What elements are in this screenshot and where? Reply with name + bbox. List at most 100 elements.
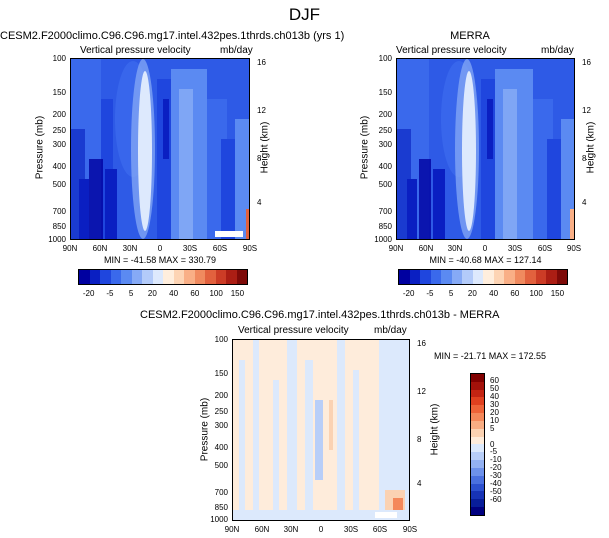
panel3-colorbar-swatch: [471, 467, 484, 476]
panel2-height-tick: 4: [582, 198, 587, 207]
panel1-height-tick: 4: [257, 198, 262, 207]
panel3-colorbar-label: -60: [490, 495, 502, 505]
panel2-colorbar-swatch: [441, 270, 452, 284]
panel1-title: CESM2.F2000climo.C96.C96.mg17.intel.432p…: [0, 30, 345, 42]
panel3-xtick: 30S: [343, 525, 359, 534]
panel2-height-tick: 12: [582, 106, 591, 115]
panel1-stats: MIN = -41.58 MAX = 330.79: [103, 255, 217, 265]
panel3-ytick: 700: [214, 488, 228, 497]
panel3-ytick: 850: [214, 503, 228, 512]
panel2-ytick: 1000: [374, 235, 392, 244]
panel1-ytick: 200: [52, 110, 66, 119]
panel1-colorbar-swatch: [142, 270, 153, 284]
panel3-colorbar-label: -40: [490, 479, 502, 489]
panel1-subtitle-left: Vertical pressure velocity: [80, 45, 191, 56]
panel1-colorbar-swatch: [131, 270, 142, 284]
panel2-colorbar-swatch: [472, 270, 483, 284]
panel3-ytick: 150: [214, 369, 228, 378]
panel1-colorbar-label: 20: [147, 289, 157, 298]
panel3-colorbar-label: 0: [490, 439, 495, 449]
panel1-ytick: 1000: [48, 235, 66, 244]
panel2-ylabel-right: Height (km): [585, 121, 597, 174]
panel2-ytick: 200: [378, 110, 392, 119]
panel3-ytick: 500: [214, 461, 228, 470]
panel2-colorbar-swatch: [556, 270, 567, 284]
panel3-height-tick: 8: [417, 435, 422, 444]
panel2-ytick: 700: [378, 207, 392, 216]
panel2-ytick: 500: [378, 180, 392, 189]
panel2-colorbar-label: 150: [550, 289, 565, 298]
panel3-colorbar-label: 20: [490, 407, 499, 417]
panel3-ylabel-right: Height (km): [429, 403, 441, 456]
panel1-height-tick: 12: [257, 106, 266, 115]
panel3-colorbar-label: 5: [490, 423, 495, 433]
panel3-ytick: 200: [214, 391, 228, 400]
panel3-colorbar-label: -30: [490, 471, 502, 481]
panel1-ytick: 300: [52, 140, 66, 149]
panel3-subtitle-left: Vertical pressure velocity: [238, 325, 349, 336]
panel3-height-tick: 4: [417, 479, 422, 488]
panel3-xtick: 90N: [224, 525, 240, 534]
panel3-colorbar-label: 40: [490, 391, 499, 401]
panel3-colorbar-label: 50: [490, 383, 499, 393]
panel3-colorbar-label: -10: [490, 455, 502, 465]
panel1-colorbar-labels: -20 -5 5 20 40 60 100 150: [78, 289, 248, 301]
panel1-colorbar-label: 60: [190, 289, 200, 298]
panel1-colorbar-label: 100: [209, 289, 223, 298]
panel2-colorbar-swatch: [462, 270, 473, 284]
panel2-colorbar: [398, 269, 568, 285]
panel1-ytick: 100: [52, 54, 66, 63]
panel2-ytick: 300: [378, 140, 392, 149]
panel3-colorbar-swatch: [471, 397, 484, 406]
panel3-colorbar-swatch: [471, 428, 484, 437]
panel3-colorbar-swatch: [471, 374, 484, 382]
panel1-colorbar-label: 40: [169, 289, 179, 298]
panel1-ylabel-right: Height (km): [259, 121, 271, 174]
panel2-colorbar-label: -20: [402, 289, 415, 298]
panel1-colorbar-label: 150: [230, 289, 245, 298]
panel3-colorbar-swatch: [471, 507, 484, 515]
panel1-colorbar-swatch: [163, 270, 174, 284]
panel2-colorbar-labels: -20 -5 5 20 40 60 100 150: [398, 289, 568, 301]
panel3-colorbar-swatch: [471, 483, 484, 492]
panel1-xtick: 0: [157, 244, 163, 253]
panel3-colorbar: [470, 373, 485, 516]
panel2-subtitle-left: Vertical pressure velocity: [396, 45, 507, 56]
panel2-ytick: 400: [378, 162, 392, 171]
panel2-colorbar-swatch: [493, 270, 504, 284]
panel2-xtick: 30S: [507, 244, 523, 253]
panel1-colorbar-label: 5: [128, 289, 134, 298]
panel1-colorbar-swatch: [173, 270, 184, 284]
panel2-colorbar-label: 60: [510, 289, 520, 298]
panel3-colorbar-swatch: [471, 413, 484, 421]
panel2-colorbar-label: 100: [529, 289, 543, 298]
panel3-colorbar-label: -50: [490, 487, 502, 497]
panel1-plot: [70, 58, 250, 240]
main-title: DJF: [288, 5, 321, 24]
panel1-colorbar-label: -20: [82, 289, 95, 298]
panel1-xtick: 60N: [92, 244, 108, 253]
panel3-colorbar-label: -5: [490, 447, 498, 457]
panel3-colorbar-swatch: [471, 444, 484, 453]
panel2-colorbar-swatch: [409, 270, 420, 284]
panel3-xtick: 30N: [283, 525, 299, 534]
panel2-height-tick: 16: [582, 58, 591, 67]
panel2-ylabel-left: Pressure (mb): [359, 115, 371, 180]
panel3-colorbar-label: 60: [490, 375, 499, 385]
panel1-xtick: 30S: [182, 244, 198, 253]
panel3-subtitle-right: mb/day: [374, 325, 407, 336]
panel2-colorbar-swatch: [451, 270, 462, 284]
panel1-subtitle-right: mb/day: [220, 45, 253, 56]
panel3-colorbar-swatch: [471, 491, 484, 500]
panel3-colorbar-swatch: [471, 381, 484, 390]
panel2-ytick: 250: [378, 126, 392, 135]
panel2-title: MERRA: [450, 30, 490, 42]
panel1-colorbar-swatch: [121, 270, 132, 284]
panel3-colorbar-label: 30: [490, 399, 499, 409]
panel2-colorbar-swatch: [420, 270, 431, 284]
panel2-height-tick: 8: [582, 154, 587, 163]
panel3-xtick: 60S: [372, 525, 388, 534]
panel2-colorbar-swatch: [514, 270, 525, 284]
panel1-xtick: 90S: [242, 244, 258, 253]
panel2-colorbar-swatch: [535, 270, 546, 284]
